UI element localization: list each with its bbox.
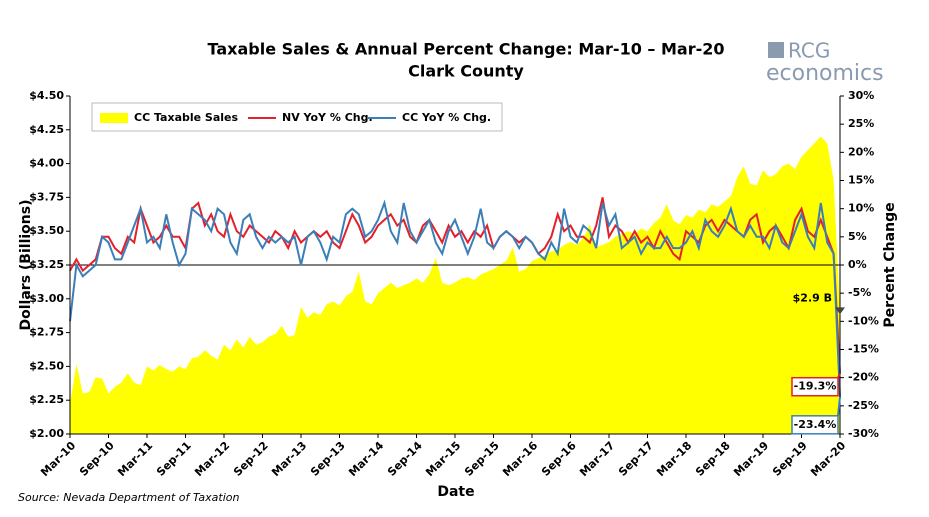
legend-swatch <box>100 113 128 123</box>
y2-tick-label: 10% <box>848 202 874 215</box>
y-tick-label: $2.25 <box>29 393 64 406</box>
x-tick-label: Sep-14 <box>385 439 425 479</box>
chart-title: Taxable Sales & Annual Percent Change: M… <box>208 40 725 59</box>
x-tick-label: Sep-19 <box>770 439 810 479</box>
y2-axis-label: Percent Change <box>882 202 898 327</box>
x-tick-label: Mar-19 <box>731 439 771 479</box>
x-axis-label: Date <box>437 484 474 500</box>
logo-mark: RCG <box>788 39 830 63</box>
area-series <box>70 136 840 434</box>
legend-label: CC Taxable Sales <box>134 111 239 124</box>
y-tick-label: $2.00 <box>29 427 64 440</box>
legend-box <box>91 102 503 132</box>
y2-tick-label: -5% <box>848 286 871 299</box>
y-tick-label: $3.50 <box>29 224 64 237</box>
y2-tick-label: 5% <box>848 230 867 243</box>
value-label-group: -19.3% <box>791 376 839 397</box>
logo-word: economics <box>766 61 884 86</box>
y-tick-label: $3.75 <box>29 190 64 203</box>
x-tick-label: Mar-17 <box>577 439 617 479</box>
value-label-box <box>791 376 839 397</box>
x-tick-label: Sep-10 <box>77 439 117 479</box>
y2-tick-label: -25% <box>848 399 879 412</box>
y-tick-label: $3.25 <box>29 258 64 271</box>
y2-tick-label: -30% <box>848 427 879 440</box>
value-label-box <box>791 415 839 435</box>
y2-tick-label: 30% <box>848 89 874 102</box>
x-tick-label: Mar-15 <box>423 439 463 479</box>
y-tick-label: $4.50 <box>29 89 64 102</box>
x-tick-label: Sep-18 <box>693 439 733 479</box>
y2-tick-label: -10% <box>848 314 879 327</box>
value-label: -23.4% <box>794 418 837 431</box>
value-label: -19.3% <box>794 380 837 393</box>
x-tick-label: Sep-11 <box>154 439 194 479</box>
line-series <box>69 199 841 397</box>
x-tick-label: Mar-20 <box>808 439 848 479</box>
y-tick-label: $4.25 <box>29 123 64 136</box>
label-arrow <box>837 396 841 416</box>
y-tick-label: $3.00 <box>29 292 64 305</box>
label-arrow <box>837 373 841 379</box>
x-tick-label: Sep-12 <box>231 439 271 479</box>
legend: CC Taxable Sales NV YoY % Chg. CC YoY % Ch… <box>91 102 503 132</box>
y2-tick-label: 20% <box>848 145 874 158</box>
x-tick-label: Mar-10 <box>38 439 78 479</box>
y2-tick-label: 25% <box>848 117 874 130</box>
logo: RCG economics <box>766 39 884 87</box>
value-label-group: -23.4% <box>791 415 839 435</box>
x-tick-label: Mar-12 <box>192 439 232 479</box>
plot-area <box>69 136 841 434</box>
y2-tick-label: -20% <box>848 371 879 384</box>
y-tick-label: $4.00 <box>29 157 64 170</box>
y-tick-label: $2.75 <box>29 326 64 339</box>
x-tick-label: Mar-14 <box>346 439 386 479</box>
y-axis-label: Dollars (Billions) <box>18 200 34 331</box>
legend-label: NV YoY % Chg. <box>282 111 373 124</box>
line-series <box>69 197 841 374</box>
source-note: Source: Nevada Department of Taxation <box>18 491 240 504</box>
x-tick-label: Mar-18 <box>654 439 694 479</box>
y-tick-label: $2.50 <box>29 359 64 372</box>
chart-subtitle: Clark County <box>408 62 524 81</box>
logo-icon <box>768 42 784 58</box>
x-tick-label: Sep-17 <box>616 439 656 479</box>
legend-label: CC YoY % Chg. <box>402 111 491 124</box>
value-label: $2.9 B <box>793 291 832 304</box>
y2-tick-label: -15% <box>848 343 879 356</box>
x-tick-label: Sep-16 <box>539 439 579 479</box>
x-tick-label: Sep-13 <box>308 439 348 479</box>
x-tick-label: Mar-11 <box>115 439 155 479</box>
x-tick-label: Mar-13 <box>269 439 309 479</box>
x-tick-label: Sep-15 <box>462 439 502 479</box>
label-marker <box>835 307 845 315</box>
x-tick-label: Mar-16 <box>500 439 540 479</box>
y2-tick-label: 0% <box>848 258 867 271</box>
y2-tick-label: 15% <box>848 174 874 187</box>
